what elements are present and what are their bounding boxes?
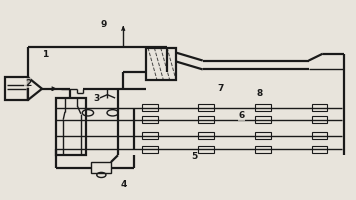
Text: 7: 7: [217, 84, 224, 93]
Bar: [312, 132, 327, 139]
Bar: [199, 104, 214, 111]
Bar: [5, 77, 28, 100]
Text: 3: 3: [94, 94, 100, 103]
Bar: [91, 162, 111, 173]
Bar: [199, 116, 214, 123]
Bar: [255, 146, 271, 153]
Bar: [199, 146, 214, 153]
Bar: [312, 116, 327, 123]
Bar: [255, 116, 271, 123]
Text: 4: 4: [120, 180, 126, 189]
Bar: [312, 146, 327, 153]
Bar: [142, 116, 157, 123]
Bar: [142, 104, 157, 111]
Bar: [255, 104, 271, 111]
Bar: [142, 146, 157, 153]
Text: 2: 2: [25, 79, 31, 88]
Bar: [146, 48, 176, 80]
Bar: [312, 104, 327, 111]
Bar: [56, 98, 86, 155]
Text: 9: 9: [101, 20, 107, 29]
Text: 6: 6: [239, 111, 245, 120]
Bar: [255, 132, 271, 139]
Text: 8: 8: [256, 89, 262, 98]
Text: 5: 5: [191, 152, 197, 161]
Text: 1: 1: [42, 50, 49, 59]
Bar: [142, 132, 157, 139]
Bar: [199, 132, 214, 139]
